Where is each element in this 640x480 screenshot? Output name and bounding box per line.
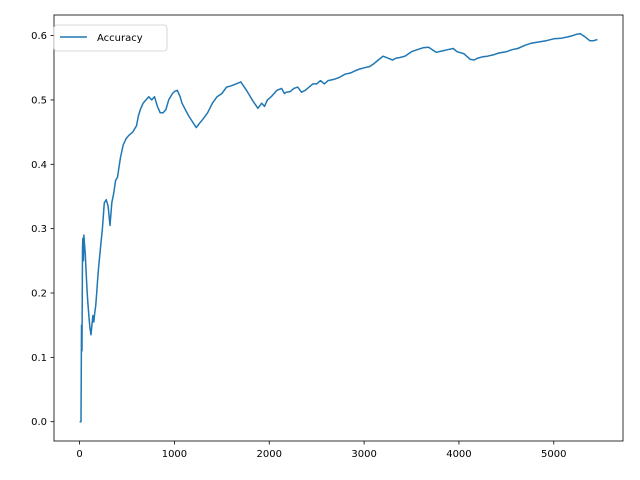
x-tick-label: 4000: [446, 449, 471, 460]
x-tick-label: 1000: [162, 449, 187, 460]
y-tick-label: 0.2: [31, 288, 47, 299]
y-axis-ticks: 0.0 0.1 0.2 0.3 0.4 0.5 0.6: [31, 31, 54, 428]
x-tick-label: 2000: [257, 449, 282, 460]
plot-area: [79, 32, 598, 423]
y-tick-label: 0.0: [31, 417, 47, 428]
y-tick-label: 0.6: [31, 31, 47, 42]
y-tick-label: 0.5: [31, 95, 47, 106]
legend-box: [53, 24, 168, 52]
x-tick-label: 0: [76, 449, 82, 460]
y-tick-label: 0.3: [31, 224, 47, 235]
legend: Accuracy: [53, 24, 168, 52]
x-tick-label: 5000: [541, 449, 566, 460]
y-tick-label: 0.1: [31, 353, 47, 364]
legend-label-accuracy: Accuracy: [97, 33, 143, 44]
series-line-accuracy: [79, 32, 598, 423]
y-tick-label: 0.4: [31, 160, 47, 171]
x-axis-ticks: 0 1000 2000 3000 4000 5000: [76, 441, 566, 460]
axes-frame: [53, 14, 624, 442]
x-tick-label: 3000: [351, 449, 376, 460]
